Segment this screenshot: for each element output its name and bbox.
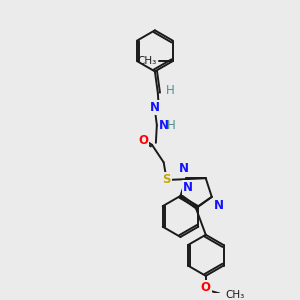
Text: O: O xyxy=(138,134,148,147)
Text: S: S xyxy=(162,173,171,187)
Text: H: H xyxy=(167,119,176,132)
Text: N: N xyxy=(150,101,160,114)
Text: N: N xyxy=(214,199,224,212)
Text: CH₃: CH₃ xyxy=(138,56,157,66)
Text: H: H xyxy=(166,85,174,98)
Text: CH₃: CH₃ xyxy=(225,290,244,300)
Text: N: N xyxy=(159,119,169,132)
Text: N: N xyxy=(179,162,189,175)
Text: N: N xyxy=(183,181,193,194)
Text: O: O xyxy=(201,281,211,294)
